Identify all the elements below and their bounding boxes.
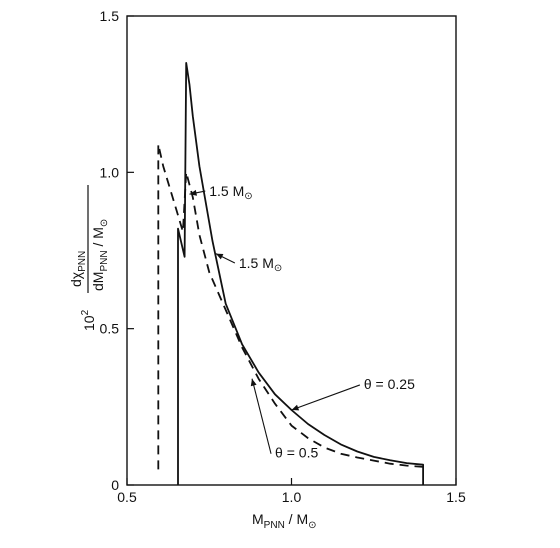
annotation-arrowhead [250,378,257,387]
annotation-theta-05: θ = 0.5 [275,445,318,461]
annotation-arrowhead [215,253,224,260]
svg-text:102: 102 [80,309,97,331]
y-tick-label: 0 [111,477,119,493]
series-theta-05-line [157,143,424,470]
annotation-arrow [291,384,361,411]
annotation-arrows [189,189,361,454]
y-tick-label: 1.5 [100,8,120,24]
x-tick-label: 1.0 [282,489,302,505]
annotation-theta-025: θ = 0.25 [364,376,415,392]
y-tick-label: 1.0 [100,164,120,180]
annotation-arrowhead [189,189,197,196]
y-tick-label: 0.5 [100,321,120,337]
x-tick-label: 1.5 [446,489,466,505]
annotation-arrowhead [291,404,300,411]
svg-text:dMPNN / M⊙: dMPNN / M⊙ [90,219,110,291]
annotation-mass-15-upper: 1.5 M⊙ [209,183,252,202]
svg-text:dχPNN: dχPNN [68,251,88,287]
series-theta-025-line [177,62,424,485]
y-axis-ticks: 0 0.5 1.0 1.5 [100,8,134,493]
plot-frame [126,15,457,486]
annotation-arrow [251,378,272,454]
x-tick-label: 0.5 [117,489,137,505]
series-layer [157,62,424,485]
annotation-mass-15-lower: 1.5 M⊙ [239,255,282,274]
y-axis-title: 102 dχPNN dMPNN / M⊙ [68,185,110,331]
x-axis-title: MPNN / M⊙ [252,511,317,531]
x-axis-ticks: 0.5 1.0 1.5 [117,478,466,505]
